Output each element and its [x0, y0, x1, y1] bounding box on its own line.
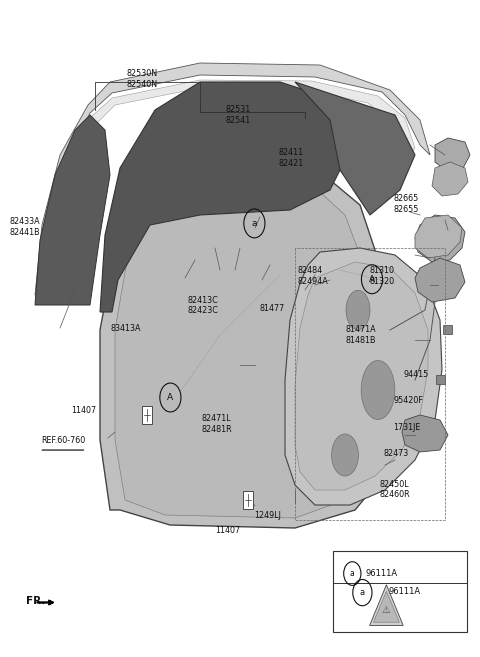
- Text: 11407: 11407: [72, 406, 96, 415]
- Polygon shape: [432, 162, 468, 196]
- Text: 82665
82655: 82665 82655: [394, 194, 419, 214]
- Text: 96111A: 96111A: [366, 569, 398, 578]
- Text: a: a: [252, 219, 257, 228]
- Text: 82484
82494A: 82484 82494A: [298, 266, 328, 286]
- Polygon shape: [295, 262, 428, 490]
- Text: 1249LJ: 1249LJ: [254, 511, 281, 520]
- Text: A: A: [369, 275, 375, 284]
- Polygon shape: [35, 115, 110, 305]
- Text: 96111A: 96111A: [389, 587, 421, 596]
- Text: 82471L
82481R: 82471L 82481R: [202, 414, 232, 434]
- Text: 95420F: 95420F: [394, 396, 423, 405]
- Text: 82530N
82540N: 82530N 82540N: [126, 69, 157, 89]
- Polygon shape: [42, 80, 415, 295]
- Text: a: a: [350, 569, 355, 578]
- Ellipse shape: [361, 361, 395, 420]
- Bar: [142, 405, 152, 424]
- Polygon shape: [295, 82, 415, 215]
- Polygon shape: [35, 63, 430, 295]
- Polygon shape: [370, 585, 403, 625]
- Bar: [443, 325, 452, 334]
- Text: 81477: 81477: [259, 304, 285, 313]
- Text: 82450L
82460R: 82450L 82460R: [379, 480, 410, 499]
- Polygon shape: [415, 215, 465, 262]
- Text: 82531
82541: 82531 82541: [226, 105, 251, 125]
- Text: a: a: [360, 588, 365, 597]
- Bar: [243, 491, 253, 509]
- Polygon shape: [435, 138, 470, 172]
- Text: 1731JE: 1731JE: [394, 422, 421, 432]
- Polygon shape: [415, 215, 462, 258]
- Text: 81471A
81481B: 81471A 81481B: [346, 325, 376, 345]
- Text: REF.60-760: REF.60-760: [41, 436, 85, 445]
- Text: 94415: 94415: [403, 370, 429, 379]
- Text: A: A: [168, 393, 173, 402]
- Polygon shape: [402, 415, 448, 452]
- FancyBboxPatch shape: [333, 551, 467, 632]
- Text: 81310
81320: 81310 81320: [370, 266, 395, 286]
- Polygon shape: [373, 591, 399, 622]
- Bar: [436, 375, 445, 384]
- Polygon shape: [415, 258, 465, 302]
- Text: 82413C
82423C: 82413C 82423C: [187, 296, 218, 315]
- Text: 82433A
82441B: 82433A 82441B: [10, 217, 40, 237]
- Polygon shape: [285, 248, 442, 505]
- Text: 82473: 82473: [384, 449, 409, 458]
- Text: 11407: 11407: [216, 526, 240, 535]
- Text: FR.: FR.: [26, 596, 46, 606]
- Ellipse shape: [332, 434, 359, 476]
- Text: ⚠: ⚠: [382, 604, 391, 615]
- Ellipse shape: [346, 290, 370, 330]
- Polygon shape: [115, 182, 365, 518]
- Text: 83413A: 83413A: [110, 324, 141, 333]
- Polygon shape: [100, 170, 380, 528]
- Polygon shape: [100, 82, 345, 312]
- Text: 82411
82421: 82411 82421: [278, 148, 304, 168]
